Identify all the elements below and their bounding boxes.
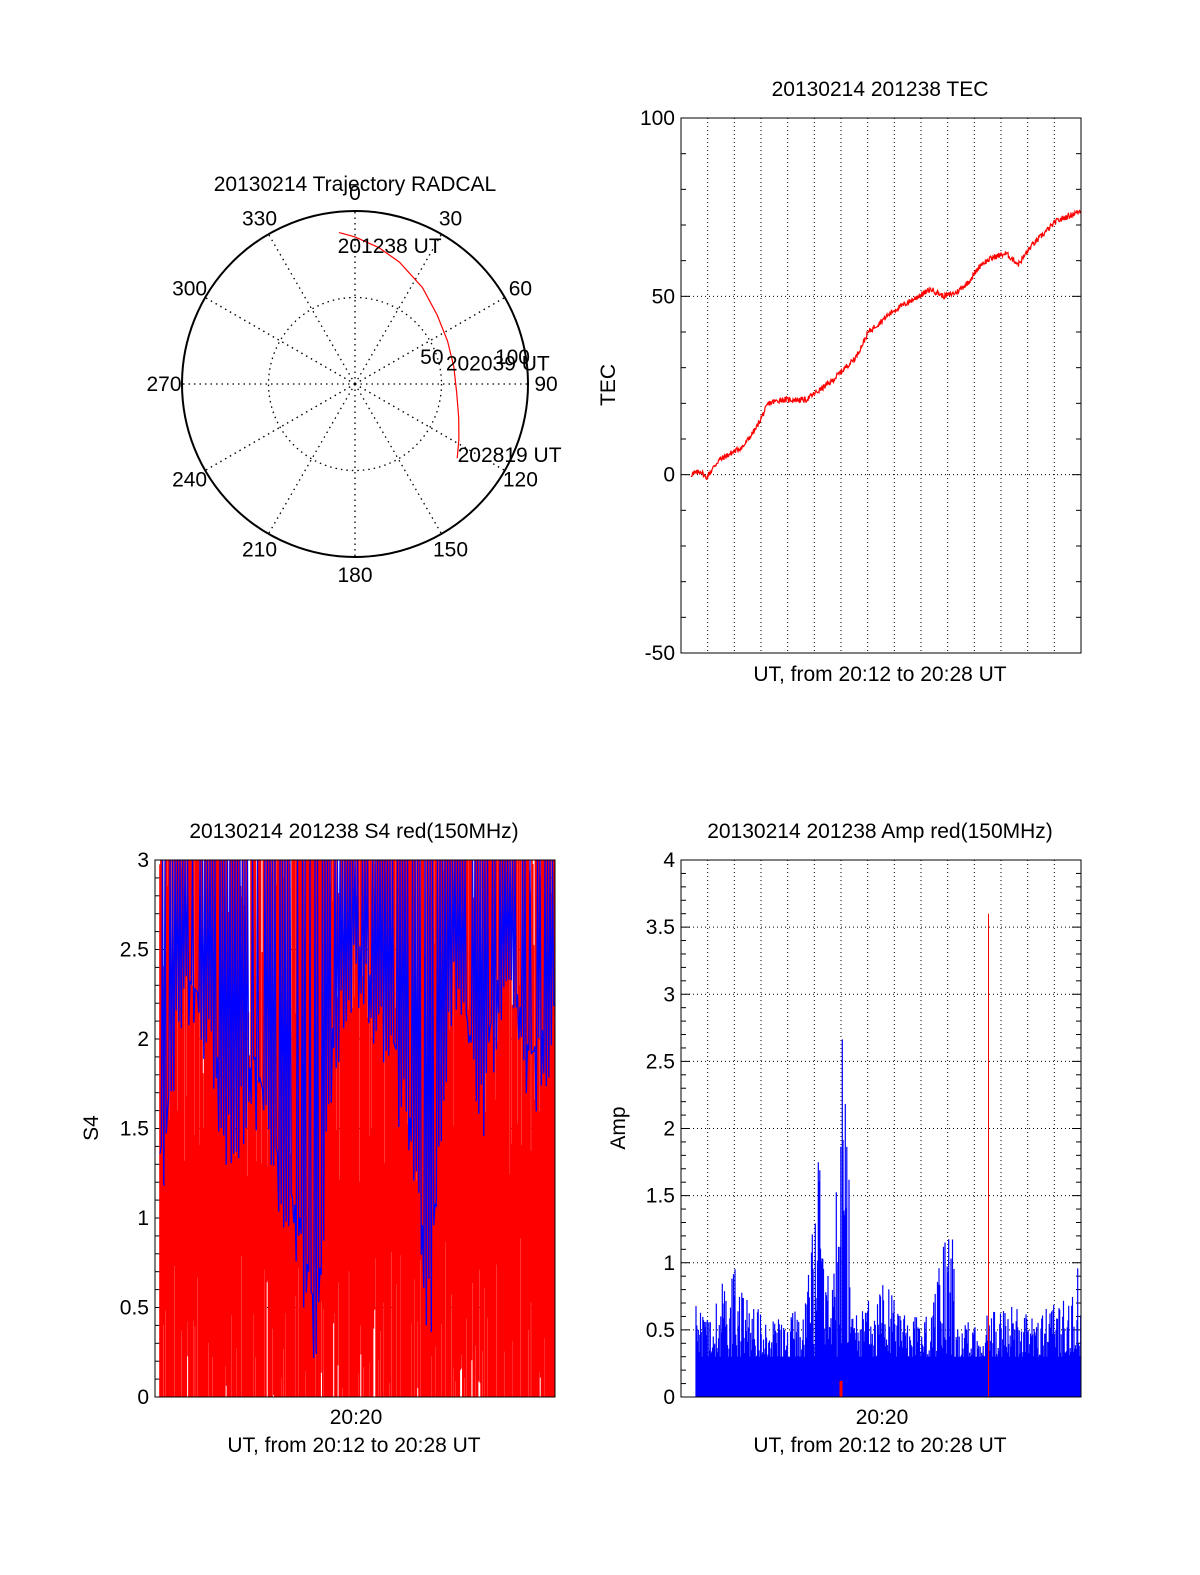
s4-y-tick-labels: 0 0.5 1 1.5 2 2.5 3 xyxy=(120,849,149,1409)
polar-spoke xyxy=(267,233,356,385)
s4-blue-line xyxy=(159,859,555,1358)
s4-title: 20130214 201238 S4 red(150MHz) xyxy=(189,820,518,843)
y-tick-label: 4 xyxy=(663,849,675,872)
polar-radial-labels: 50 100 xyxy=(420,346,530,369)
trajectory-polar-chart: 20130214 Trajectory RADCAL 0 30 60 90 120 150… xyxy=(146,173,561,587)
y-tick-label: 0.5 xyxy=(120,1297,149,1320)
y-tick-label: 2.5 xyxy=(646,1050,675,1073)
polar-inner-circle xyxy=(267,296,443,472)
polar-angle-label: 150 xyxy=(433,538,468,561)
polar-outer-circle xyxy=(181,210,529,558)
polar-spoke xyxy=(204,296,356,385)
y-tick-label: 1 xyxy=(663,1252,675,1275)
y-tick-label: 100 xyxy=(640,107,675,130)
y-tick-label: 3 xyxy=(663,983,675,1006)
polar-time-annotation: 202819 UT xyxy=(458,444,562,467)
s4-frame xyxy=(154,859,556,1398)
amp-grid xyxy=(681,859,1081,1398)
polar-radial-label: 50 xyxy=(420,346,443,369)
amp-xlabel: UT, from 20:12 to 20:28 UT xyxy=(753,1434,1006,1457)
polar-spoke xyxy=(204,383,356,472)
tec-grid xyxy=(681,117,1081,654)
tec-series xyxy=(690,209,1082,480)
tec-line-chart: 20130214 201238 TEC -50 0 50 100 TEC UT, fr… xyxy=(597,78,1082,686)
y-tick-label: 2 xyxy=(663,1118,675,1141)
tec-xlabel: UT, from 20:12 to 20:28 UT xyxy=(753,663,1006,686)
s4-chart: 20130214 201238 S4 red(150MHz) 0 0.5 1 1.5 2… xyxy=(80,820,556,1457)
polar-time-annotation: 201238 UT xyxy=(338,235,442,258)
polar-annotations: 201238 UT 202039 UT 202819 UT xyxy=(338,235,562,467)
polar-spoke xyxy=(267,383,356,535)
polar-angle-label: 210 xyxy=(242,538,277,561)
polar-angle-label: 0 xyxy=(349,182,361,205)
amp-title: 20130214 201238 Amp red(150MHz) xyxy=(707,820,1053,843)
tec-frame xyxy=(680,117,1082,654)
amp-xtick-label: 20:20 xyxy=(856,1406,909,1429)
polar-angle-label: 180 xyxy=(337,564,372,587)
amp-frame xyxy=(680,859,1082,1398)
tec-ylabel: TEC xyxy=(597,364,620,406)
tec-line xyxy=(690,209,1082,480)
polar-angle-label: 240 xyxy=(172,469,207,492)
tec-y-tick-labels: -50 0 50 100 xyxy=(640,107,675,665)
polar-angle-label: 90 xyxy=(534,373,557,396)
y-tick-label: 1.5 xyxy=(120,1118,149,1141)
polar-title: 20130214 Trajectory RADCAL xyxy=(214,173,497,196)
y-tick-label: 3.5 xyxy=(646,916,675,939)
y-tick-label: 3 xyxy=(137,849,149,872)
polar-angle-label: 120 xyxy=(503,469,538,492)
amp-blue-series xyxy=(695,1039,1082,1397)
y-tick-label: 0 xyxy=(663,1386,675,1409)
polar-radial-label: 100 xyxy=(495,346,530,369)
amp-red-series xyxy=(839,913,989,1397)
s4-ylabel: S4 xyxy=(80,1115,103,1141)
polar-angle-label: 300 xyxy=(172,278,207,301)
polar-angle-label: 30 xyxy=(439,208,462,231)
y-tick-label: 1 xyxy=(137,1207,149,1230)
polar-trajectory-series xyxy=(338,232,460,459)
s4-xtick-label: 20:20 xyxy=(330,1406,383,1429)
y-tick-label: 1.5 xyxy=(646,1185,675,1208)
polar-angle-label: 60 xyxy=(509,278,532,301)
polar-time-annotation: 202039 UT xyxy=(446,353,550,376)
tec-title: 20130214 201238 TEC xyxy=(772,78,989,101)
polar-angle-label: 270 xyxy=(146,373,181,396)
polar-spoke xyxy=(354,296,506,385)
y-tick-label: 0 xyxy=(663,464,675,487)
y-tick-label: -50 xyxy=(645,642,675,665)
polar-angle-labels: 0 30 60 90 120 150 180 210 240 270 300 330 xyxy=(146,182,557,587)
amp-ylabel: Amp xyxy=(607,1106,630,1149)
y-tick-label: 0.5 xyxy=(646,1319,675,1342)
polar-angle-label: 330 xyxy=(242,208,277,231)
s4-blue-series xyxy=(159,859,555,1358)
y-tick-label: 2.5 xyxy=(120,939,149,962)
y-tick-label: 50 xyxy=(652,285,675,308)
polar-spoke xyxy=(354,383,506,472)
amp-chart: 20130214 201238 Amp red(150MHz) 0 0.5 1 1.5… xyxy=(607,820,1082,1457)
polar-spoke xyxy=(354,233,443,385)
polar-spoke xyxy=(354,383,443,535)
y-tick-label: 2 xyxy=(137,1028,149,1051)
y-tick-label: 0 xyxy=(137,1386,149,1409)
polar-trajectory-line xyxy=(338,232,460,459)
polar-grid xyxy=(181,210,529,558)
s4-xlabel: UT, from 20:12 to 20:28 UT xyxy=(227,1434,480,1457)
amp-y-tick-labels: 0 0.5 1 1.5 2 2.5 3 3.5 4 xyxy=(646,849,676,1409)
